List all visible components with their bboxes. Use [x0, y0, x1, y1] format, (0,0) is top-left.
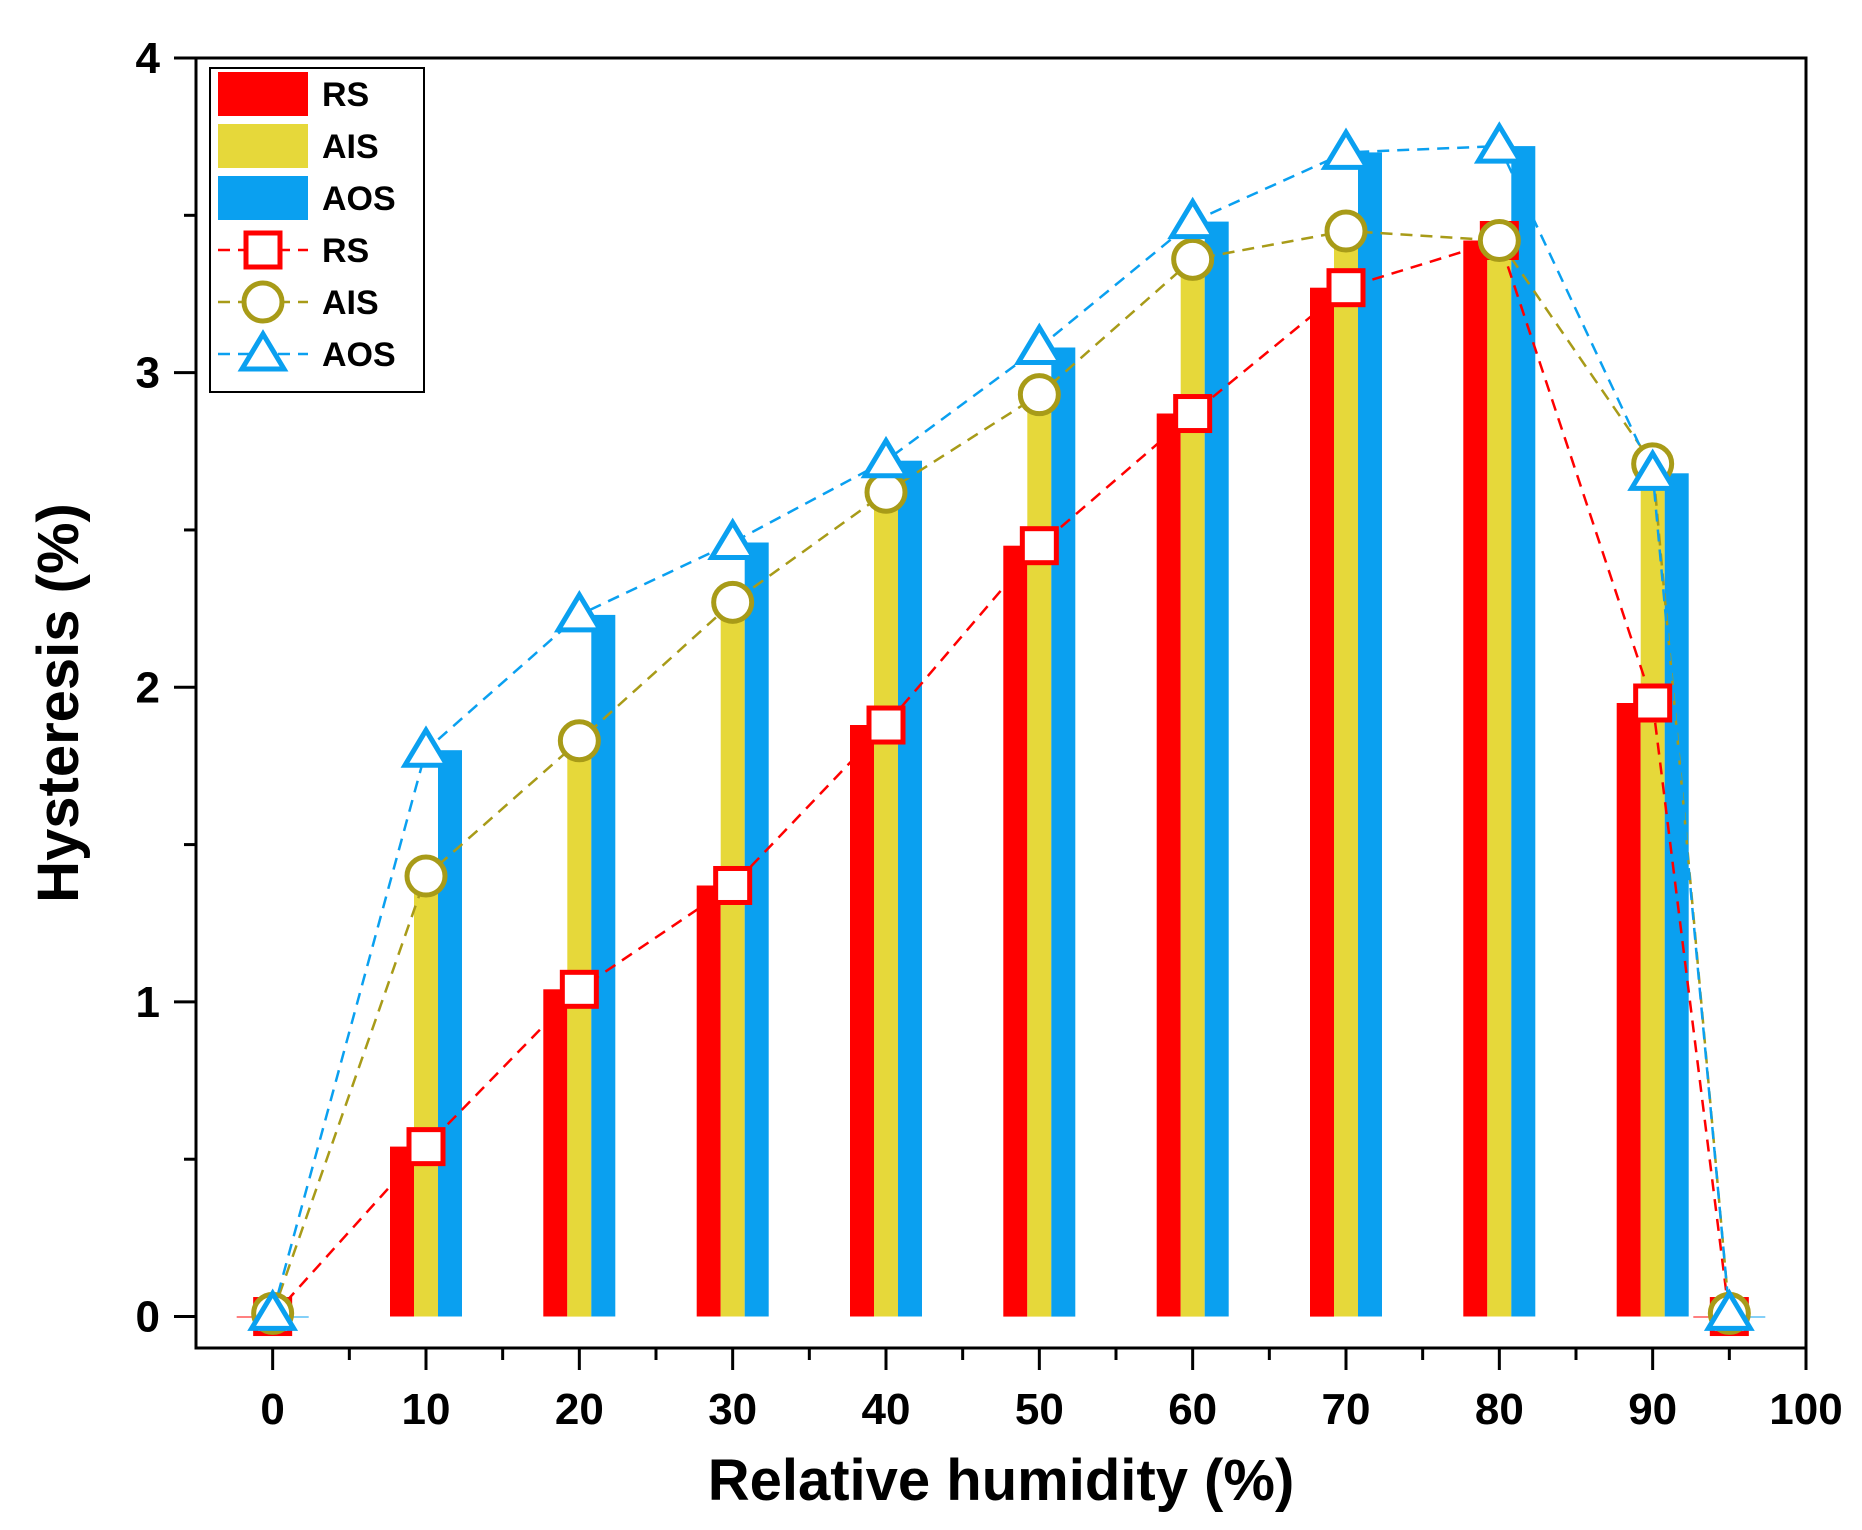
x-tick-label-70: 70: [1322, 1385, 1371, 1434]
bar-ais-70: [1334, 231, 1358, 1317]
marker-ais-40: [864, 470, 908, 514]
marker-rs-10: [406, 1127, 446, 1167]
bar-ais-30: [720, 602, 745, 1317]
x-tick-label-50: 50: [1015, 1385, 1064, 1434]
marker-rs-50: [1019, 526, 1059, 566]
bar-rs-0: [236, 1316, 261, 1318]
bar-aos-30: [744, 542, 769, 1317]
legend-label-aos-5: AOS: [322, 336, 396, 374]
marker-aos-0: [247, 1288, 299, 1331]
legend-marker-rs: [243, 230, 283, 270]
bar-rs-80: [1463, 240, 1488, 1317]
x-tick-label-30: 30: [708, 1385, 757, 1434]
plot-frame: [194, 56, 1808, 1350]
marker-rs-60: [1173, 394, 1213, 434]
marker-ais-80: [1477, 218, 1521, 262]
x-tick-label-0: 0: [260, 1385, 284, 1434]
legend-marker-ais: [241, 280, 285, 324]
bar-aos-0: [284, 1316, 309, 1318]
marker-aos-10: [400, 725, 452, 768]
legend: RS AIS AOS RS AIS AOS: [209, 67, 425, 393]
axes-group: 0 10 20 30 40 50 60 70 80 90 100 0 1 2 3 4: [136, 34, 1843, 1434]
marker-rs-70: [1326, 268, 1366, 308]
marker-aos-95: [1703, 1288, 1755, 1331]
bar-aos-80: [1511, 146, 1536, 1317]
bar-aos-50: [1051, 347, 1076, 1317]
x-tick-label-40: 40: [862, 1385, 911, 1434]
marker-rs-90: [1633, 683, 1673, 723]
x-tick-label-90: 90: [1628, 1385, 1677, 1434]
marker-aos-70: [1320, 127, 1372, 170]
marker-aos-90: [1627, 448, 1679, 491]
marker-ais-10: [404, 854, 448, 898]
bar-aos-10: [438, 750, 462, 1317]
bar-ais-60: [1180, 259, 1205, 1317]
legend-swatch-bar-rs: [218, 72, 308, 116]
marker-aos-30: [707, 517, 759, 561]
bar-rs-50: [1003, 545, 1028, 1317]
line-group: [247, 121, 1755, 1337]
bar-aos-20: [591, 614, 616, 1317]
marker-ais-30: [711, 580, 755, 624]
marker-aos-20: [553, 590, 605, 633]
bar-aos-95: [1741, 1316, 1766, 1318]
bar-ais-10: [414, 876, 438, 1317]
x-tick-label-80: 80: [1475, 1385, 1524, 1434]
legend-label-ais-4: AIS: [322, 284, 379, 322]
marker-aos-80: [1473, 121, 1525, 164]
x-axis-title: Relative humidity (%): [708, 1448, 1295, 1513]
y-tick-label-2: 2: [136, 663, 160, 712]
marker-aos-50: [1013, 322, 1065, 365]
marker-rs-30: [713, 865, 753, 905]
legend-label-rs-0: RS: [322, 76, 369, 114]
bar-rs-60: [1156, 413, 1181, 1317]
marker-ais-60: [1171, 237, 1215, 281]
bar-rs-20: [543, 989, 568, 1317]
y-tick-label-1: 1: [136, 978, 160, 1027]
marker-ais-70: [1324, 209, 1368, 253]
marker-aos-40: [860, 435, 912, 479]
legend-marker-aos: [237, 329, 289, 372]
x-tick-label-60: 60: [1168, 1385, 1217, 1434]
bar-ais-90: [1640, 463, 1665, 1317]
marker-ais-50: [1017, 373, 1061, 417]
x-tick-label-100: 100: [1769, 1385, 1842, 1434]
bar-ais-40: [874, 492, 898, 1317]
bar-rs-95: [1693, 1316, 1718, 1318]
y-tick-label-3: 3: [136, 349, 160, 398]
y-axis-title: Hysteresis (%): [26, 503, 91, 903]
bar-rs-40: [850, 725, 874, 1317]
bar-ais-20: [567, 740, 592, 1317]
bar-rs-10: [390, 1146, 414, 1317]
marker-rs-20: [559, 969, 599, 1009]
bar-aos-70: [1358, 152, 1382, 1317]
legend-label-ais-1: AIS: [322, 128, 379, 166]
y-tick-label-0: 0: [136, 1293, 160, 1342]
bar-ais-80: [1487, 240, 1512, 1317]
bar-aos-90: [1664, 473, 1689, 1317]
legend-swatch-bar-aos: [218, 176, 308, 220]
bar-aos-60: [1204, 221, 1229, 1317]
legend-box: [209, 67, 425, 393]
bar-group: [236, 146, 1766, 1318]
bar-aos-40: [898, 460, 922, 1317]
marker-aos-60: [1167, 196, 1219, 240]
legend-label-rs-3: RS: [322, 232, 369, 270]
y-tick-label-4: 4: [136, 34, 161, 83]
legend-label-aos-2: AOS: [322, 180, 396, 218]
bar-rs-30: [696, 885, 721, 1317]
bar-rs-70: [1310, 287, 1334, 1317]
bar-rs-90: [1616, 703, 1641, 1317]
x-tick-label-10: 10: [402, 1385, 451, 1434]
marker-rs-40: [866, 705, 906, 745]
marker-ais-20: [557, 719, 601, 763]
legend-swatch-bar-ais: [218, 124, 308, 168]
x-tick-label-20: 20: [555, 1385, 604, 1434]
